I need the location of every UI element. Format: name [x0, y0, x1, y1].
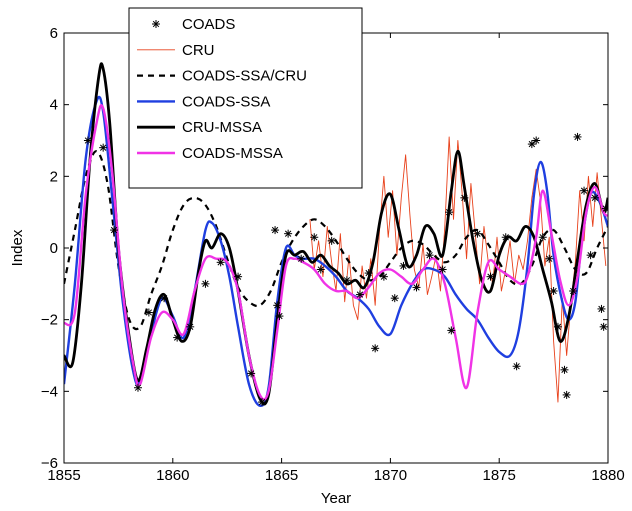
series-point-coads	[447, 326, 456, 335]
series-line-cru	[309, 136, 607, 403]
series-point-coads	[501, 233, 510, 242]
series-point-coads	[412, 283, 421, 292]
x-tick-label: 1875	[483, 467, 516, 484]
series-point-coads	[247, 369, 256, 378]
series-point-coads	[342, 276, 351, 285]
y-tick-label: −4	[41, 383, 58, 400]
series-point-coads	[297, 254, 306, 263]
y-axis-title: Index	[9, 229, 26, 266]
series-line-coads-ssa-cru	[64, 150, 608, 331]
series-point-coads	[438, 265, 447, 274]
x-tick-label: 1880	[591, 467, 624, 484]
series-point-coads	[110, 226, 119, 235]
series-point-coads	[284, 229, 293, 238]
series-point-coads	[355, 290, 364, 299]
series-point-coads	[549, 287, 558, 295]
y-tick-label: 4	[50, 97, 58, 114]
series-point-coads	[310, 233, 319, 242]
y-tick-label: −2	[41, 312, 58, 329]
series-point-coads	[580, 186, 589, 195]
series-point-coads	[273, 301, 282, 310]
series-point-coads	[599, 322, 608, 331]
series-point-coads	[364, 269, 373, 278]
series-point-coads	[560, 365, 569, 374]
series-point-coads	[271, 226, 280, 235]
series-line-cru-mssa	[64, 62, 608, 406]
series-point-coads	[538, 233, 547, 242]
series-point-coads	[258, 398, 267, 407]
y-tick-label: 0	[50, 240, 58, 257]
series-point-coads	[160, 294, 169, 303]
legend-label-cru-mssa: CRU-MSSA	[182, 119, 262, 136]
x-tick-label: 1865	[265, 467, 298, 484]
series-point-coads	[445, 208, 454, 217]
series-point-coads	[532, 136, 541, 145]
series-point-coads	[545, 254, 554, 263]
series-point-coads	[379, 272, 388, 281]
legend-label-coads: COADS	[182, 16, 235, 33]
legend-entry-coads: COADS	[152, 16, 235, 33]
legend-entry-coads-ssa-cru: COADS-SSA/CRU	[137, 68, 307, 85]
legend: COADS CRU COADS-SSA/CRU COADS-SSA CRU-MSSA CO…	[128, 7, 363, 189]
series-point-coads	[201, 279, 210, 288]
legend-marker-coads	[152, 20, 160, 28]
series-point-coads	[399, 261, 408, 270]
y-tick-label: 2	[50, 168, 58, 185]
series-point-coads	[597, 304, 606, 313]
legend-box	[128, 7, 363, 189]
series-point-coads	[590, 193, 599, 202]
legend-label-cru: CRU	[182, 42, 215, 59]
series-point-coads	[83, 136, 92, 145]
legend-entry-cru: CRU	[137, 42, 215, 59]
legend-entry-cru-mssa: CRU-MSSA	[137, 119, 262, 136]
series-point-coads	[327, 236, 336, 245]
series-point-coads	[486, 272, 495, 281]
series-point-coads	[371, 344, 380, 353]
series-point-coads	[573, 132, 582, 141]
ticks-layer: 1855 1860 1865 1870 1875 1880 −6 −4 −2 0 2 4 6	[41, 25, 625, 484]
y-tick-label: 6	[50, 25, 58, 42]
x-axis-title: Year	[321, 490, 351, 507]
series-line-coads-mssa	[64, 104, 608, 401]
series-point-coads	[275, 312, 284, 321]
series-point-coads	[234, 272, 243, 281]
legend-entry-coads-mssa: COADS-MSSA	[137, 145, 283, 162]
series-point-coads	[512, 362, 521, 371]
series-point-coads	[173, 333, 182, 342]
series-point-coads	[133, 383, 142, 392]
series-point-coads	[562, 390, 571, 399]
series-point-coads	[316, 265, 325, 274]
x-tick-label: 1860	[156, 467, 189, 484]
series-point-coads	[216, 258, 225, 267]
legend-entry-coads-ssa: COADS-SSA	[137, 93, 270, 110]
series-layer	[64, 62, 608, 407]
series-point-coads	[425, 251, 434, 260]
legend-label-coads-mssa: COADS-MSSA	[182, 145, 283, 162]
series-point-coads	[527, 140, 536, 149]
series-point-coads	[569, 287, 578, 295]
x-tick-label: 1855	[47, 467, 80, 484]
legend-label-coads-ssa: COADS-SSA	[182, 93, 270, 110]
series-point-coads	[460, 193, 469, 202]
series-point-coads	[144, 308, 153, 317]
y-tick-label: −6	[41, 455, 58, 472]
series-point-coads	[586, 251, 595, 260]
series-point-coads	[553, 322, 562, 331]
series-point-coads	[186, 322, 195, 331]
legend-label-coads-ssa-cru: COADS-SSA/CRU	[182, 68, 307, 85]
series-point-coads	[390, 294, 399, 303]
series-point-coads	[99, 143, 108, 152]
series-point-coads	[473, 229, 482, 238]
x-tick-label: 1870	[374, 467, 407, 484]
